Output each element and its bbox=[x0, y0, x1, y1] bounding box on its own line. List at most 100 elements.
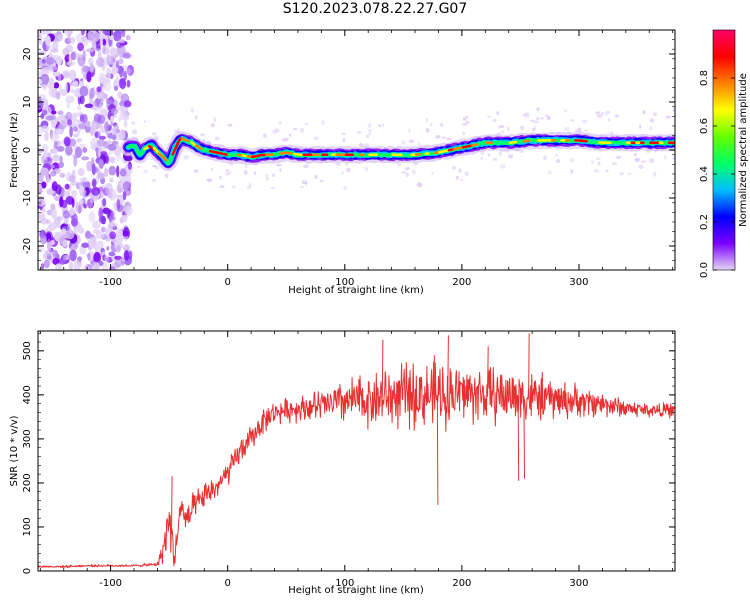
noise-speckle bbox=[122, 52, 131, 59]
spectrogram-y-tick-label: 20 bbox=[22, 48, 33, 61]
noise-speckle bbox=[100, 99, 106, 104]
noise-speckle bbox=[520, 125, 525, 130]
noise-speckle bbox=[652, 112, 658, 116]
noise-speckle bbox=[480, 157, 483, 160]
noise-speckle bbox=[593, 168, 600, 173]
noise-speckle bbox=[95, 230, 102, 240]
noise-speckle bbox=[597, 161, 601, 166]
noise-speckle bbox=[664, 155, 667, 160]
noise-speckle bbox=[50, 119, 58, 126]
noise-speckle bbox=[173, 129, 179, 133]
noise-speckle bbox=[124, 205, 133, 216]
noise-speckle bbox=[52, 39, 59, 51]
snr-ticks: -100 0 100 200 300 0 100 200 300 400 500 bbox=[22, 331, 675, 589]
noise-speckle bbox=[321, 120, 325, 125]
noise-speckle bbox=[89, 63, 94, 72]
spectrogram-x-tick-label: 100 bbox=[335, 277, 354, 288]
noise-speckle bbox=[65, 44, 74, 53]
noise-speckle bbox=[102, 45, 106, 55]
noise-speckle bbox=[86, 71, 92, 83]
noise-speckle bbox=[105, 73, 112, 79]
noise-speckle bbox=[367, 129, 372, 132]
noise-speckle bbox=[55, 184, 62, 195]
noise-speckle bbox=[80, 177, 88, 183]
noise-speckle bbox=[615, 155, 622, 160]
noise-speckle bbox=[79, 198, 84, 205]
noise-speckle bbox=[55, 145, 65, 152]
noise-speckle bbox=[264, 174, 269, 178]
noise-speckle bbox=[66, 60, 75, 67]
noise-speckle bbox=[462, 117, 467, 121]
noise-speckle bbox=[40, 167, 49, 176]
noise-speckle bbox=[401, 171, 406, 174]
noise-speckle bbox=[524, 115, 530, 118]
noise-speckle bbox=[114, 255, 122, 260]
ridge-core bbox=[222, 152, 228, 156]
noise-speckle bbox=[69, 36, 76, 44]
noise-speckle bbox=[52, 249, 58, 258]
noise-speckle bbox=[615, 114, 620, 118]
noise-speckle bbox=[225, 169, 230, 172]
noise-speckle bbox=[382, 123, 385, 127]
noise-speckle bbox=[87, 31, 93, 43]
noise-speckle bbox=[102, 30, 110, 35]
snr-spike bbox=[523, 396, 525, 479]
noise-speckle bbox=[97, 172, 105, 180]
noise-speckle bbox=[83, 37, 88, 48]
noise-speckle bbox=[108, 149, 114, 155]
noise-speckle bbox=[40, 73, 50, 85]
snr-spike bbox=[436, 394, 439, 505]
noise-speckle bbox=[231, 185, 236, 189]
noise-speckle bbox=[77, 105, 82, 111]
noise-speckle bbox=[281, 138, 288, 142]
noise-speckle bbox=[116, 230, 125, 242]
noise-speckle bbox=[67, 31, 71, 43]
noise-speckle bbox=[45, 248, 53, 257]
noise-speckle bbox=[98, 159, 104, 170]
snr-x-tick-label: 100 bbox=[335, 578, 354, 589]
noise-speckle bbox=[263, 133, 267, 138]
noise-speckle bbox=[596, 157, 601, 160]
snr-ylabel: SNR (10 * v/v) bbox=[9, 415, 20, 486]
noise-speckle bbox=[85, 181, 91, 189]
noise-speckle bbox=[53, 82, 60, 89]
noise-speckle bbox=[211, 167, 214, 172]
spectrogram-x-tick-label: 0 bbox=[225, 277, 231, 288]
colorbar-tick-label: 0.2 bbox=[699, 214, 710, 230]
noise-speckle bbox=[650, 118, 655, 123]
noise-speckle bbox=[115, 244, 121, 253]
noise-speckle bbox=[460, 178, 464, 181]
colorbar-tick-label: 0.6 bbox=[699, 118, 710, 134]
noise-speckle bbox=[70, 51, 76, 61]
noise-speckle bbox=[366, 134, 370, 139]
noise-speckle bbox=[543, 155, 547, 160]
noise-speckle bbox=[665, 115, 672, 119]
noise-speckle bbox=[93, 251, 101, 264]
noise-speckle bbox=[536, 107, 540, 112]
noise-speckle bbox=[94, 130, 101, 139]
noise-speckle bbox=[92, 106, 99, 112]
noise-speckle bbox=[151, 179, 156, 182]
noise-speckle bbox=[62, 240, 68, 248]
noise-speckle bbox=[47, 242, 52, 251]
spectrogram-y-tick-label: -20 bbox=[22, 238, 33, 254]
ridge-core bbox=[283, 151, 293, 155]
snr-series bbox=[38, 333, 675, 569]
noise-speckle bbox=[458, 168, 462, 173]
noise-speckle bbox=[59, 196, 64, 208]
noise-speckle bbox=[649, 126, 653, 131]
noise-speckle bbox=[71, 217, 78, 227]
noise-speckle bbox=[99, 215, 106, 225]
noise-speckle bbox=[439, 122, 444, 127]
noise-speckle bbox=[522, 114, 526, 117]
noise-speckle bbox=[607, 131, 610, 135]
noise-speckle bbox=[152, 132, 157, 136]
noise-speckle bbox=[626, 172, 632, 175]
noise-speckle bbox=[51, 148, 58, 154]
noise-speckle bbox=[365, 166, 368, 172]
noise-speckle bbox=[87, 252, 91, 261]
noise-speckle bbox=[492, 118, 497, 122]
noise-speckle bbox=[62, 255, 66, 261]
noise-speckle bbox=[81, 156, 90, 161]
